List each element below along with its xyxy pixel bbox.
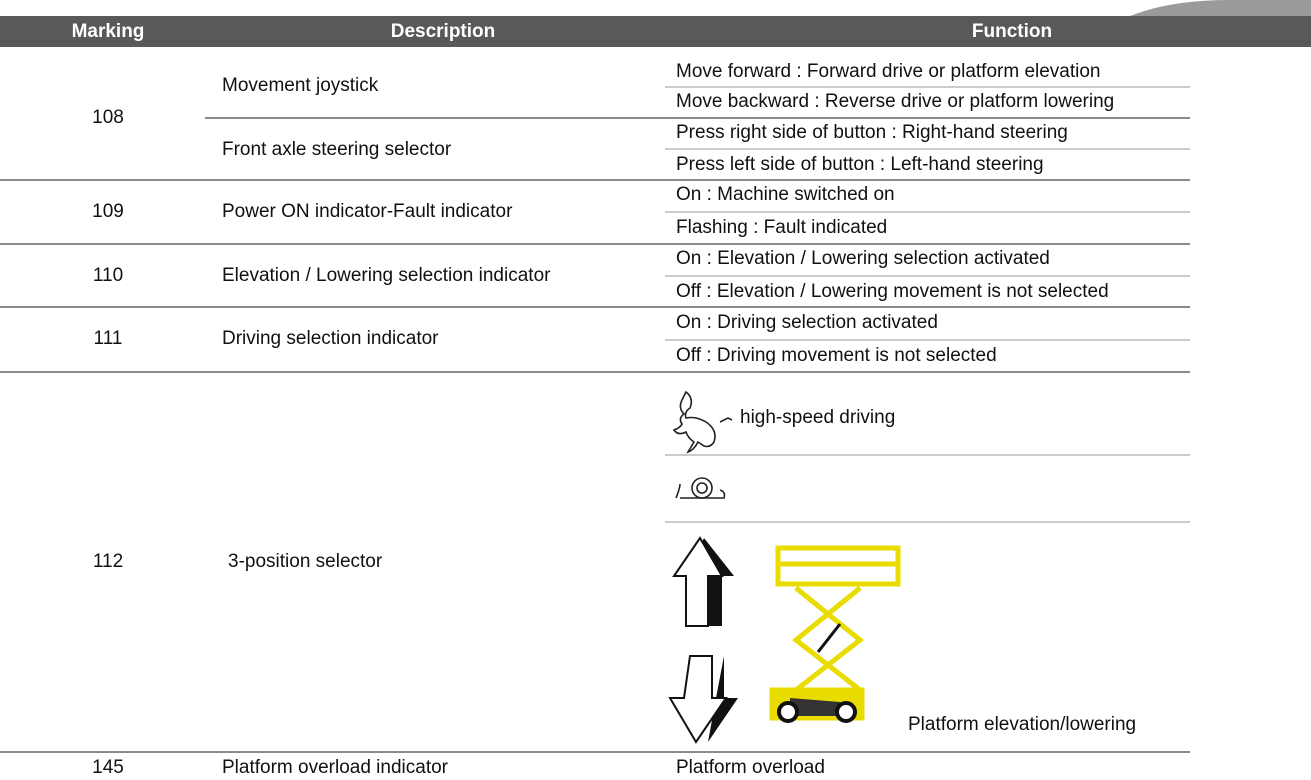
function: Off : Elevation / Lowering movement is n…	[676, 281, 1109, 302]
function: On : Elevation / Lowering selection acti…	[676, 248, 1050, 269]
marking: 109	[92, 201, 124, 222]
description: Front axle steering selector	[222, 139, 452, 160]
description: Platform overload indicator	[222, 757, 449, 778]
header-cell: Function	[972, 21, 1052, 42]
marking: 112	[93, 551, 123, 572]
function: Move forward : Forward drive or platform…	[676, 61, 1101, 82]
function: On : Driving selection activated	[676, 312, 938, 333]
scissor-lift-icon	[769, 545, 901, 723]
description: Driving selection indicator	[222, 328, 439, 349]
header-cell: Description	[391, 21, 496, 42]
function: Press left side of button : Left-hand st…	[676, 154, 1044, 175]
marking: 111	[94, 328, 123, 349]
function: Press right side of button : Right-hand …	[676, 122, 1068, 143]
header-decoration	[1130, 0, 1311, 16]
snail-icon	[675, 477, 726, 499]
function: Move backward : Reverse drive or platfor…	[676, 91, 1114, 112]
function: Platform overload	[676, 757, 825, 778]
function: Flashing : Fault indicated	[676, 217, 887, 238]
grid	[0, 86, 1190, 753]
header-bar	[0, 16, 1311, 47]
marking: 110	[93, 265, 123, 286]
function: Off : Driving movement is not selected	[676, 345, 997, 366]
marking: 145	[92, 757, 124, 778]
function: Platform elevation/lowering	[908, 714, 1136, 735]
function: On : Machine switched on	[676, 184, 895, 205]
header-cell: Marking	[72, 21, 145, 42]
function: high-speed driving	[740, 407, 895, 428]
rabbit-icon	[672, 390, 733, 454]
description: Movement joystick	[222, 75, 379, 96]
marking: 108	[92, 107, 124, 128]
arrows-icon	[668, 536, 738, 744]
description: Power ON indicator-Fault indicator	[222, 201, 513, 222]
description: Elevation / Lowering selection indicator	[222, 265, 551, 286]
description: 3-position selector	[228, 551, 383, 572]
